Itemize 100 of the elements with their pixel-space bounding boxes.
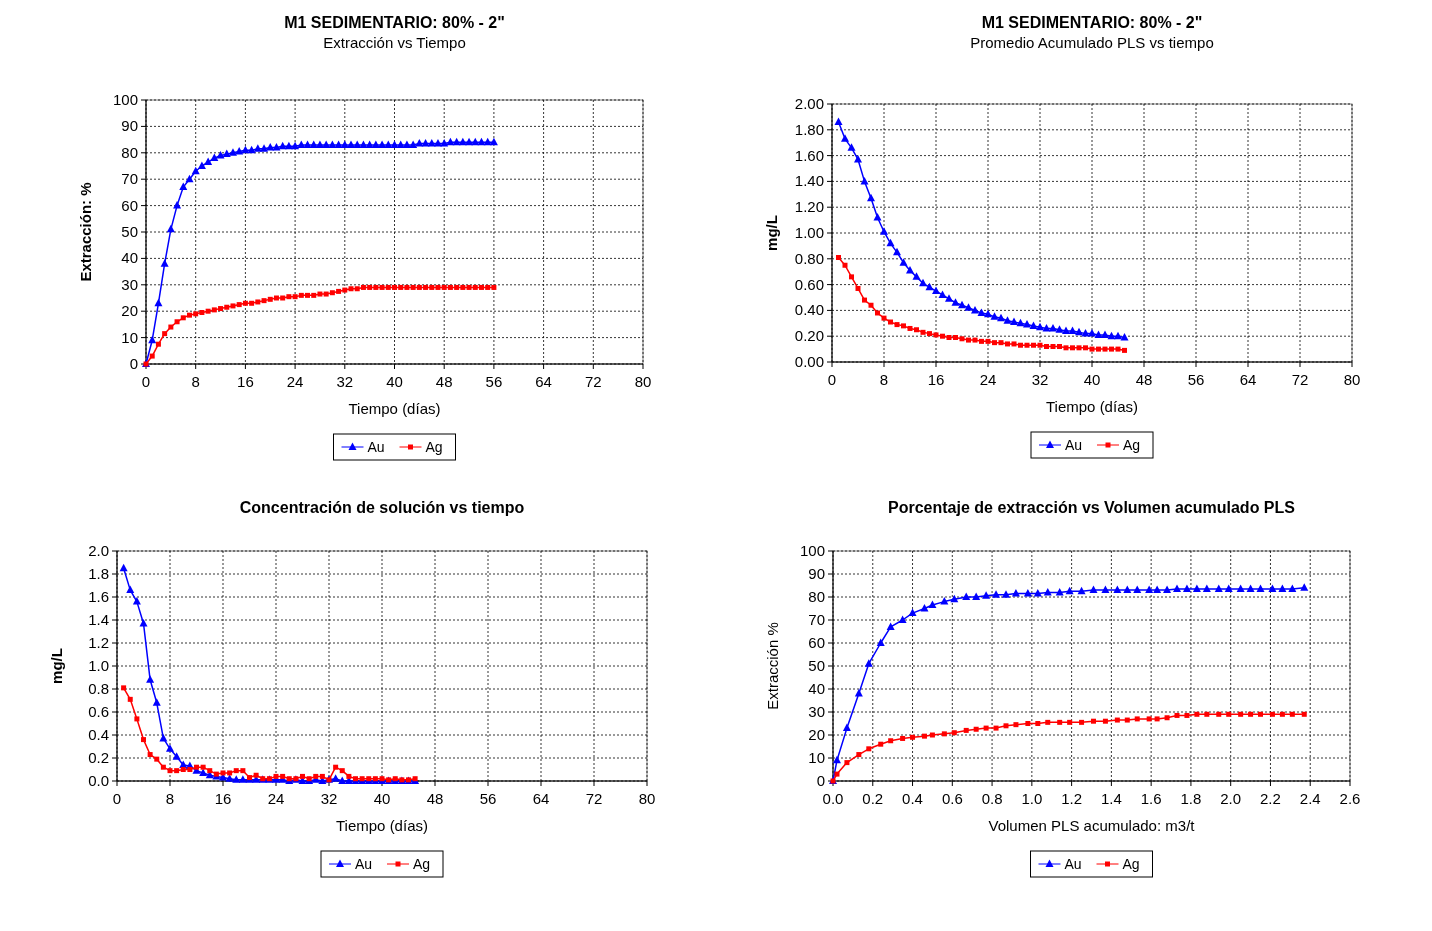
x-tick-label: 16	[237, 373, 254, 390]
point	[126, 585, 135, 594]
x-tick-label: 0.2	[862, 790, 884, 807]
point	[402, 140, 411, 148]
point	[1083, 345, 1088, 351]
point	[1101, 585, 1110, 594]
point	[919, 278, 927, 287]
point	[396, 140, 405, 148]
point	[186, 312, 192, 318]
y-tick-label: 0.00	[794, 353, 824, 370]
point	[1163, 585, 1172, 594]
point	[941, 731, 947, 737]
point	[1279, 711, 1285, 717]
y-tick-label: 0.8	[88, 680, 109, 697]
point	[910, 734, 916, 740]
point	[950, 594, 959, 603]
legend-label: Au	[367, 439, 385, 455]
point	[1050, 344, 1056, 350]
x-tick-label: 0.4	[902, 790, 923, 807]
x-axis-title: Volumen PLS acumulado: m3/t	[988, 817, 1196, 834]
point	[977, 308, 986, 316]
point	[193, 311, 199, 317]
y-axis-title: mg/L	[48, 648, 65, 684]
point	[267, 296, 273, 302]
point	[992, 590, 1001, 598]
point	[1011, 589, 1020, 597]
point	[384, 140, 393, 148]
point	[985, 338, 991, 344]
y-tick-label: 80	[121, 143, 138, 161]
point	[338, 776, 347, 784]
point	[1194, 711, 1200, 717]
x-tick-label: 80	[1343, 371, 1361, 388]
point	[1024, 342, 1030, 348]
x-tick-label: 1.0	[1021, 790, 1043, 807]
point	[168, 324, 174, 330]
x-tick-label: 24	[267, 790, 285, 807]
x-tick-label: 64	[532, 790, 550, 807]
point	[121, 685, 127, 691]
y-tick-label: 0.6	[88, 703, 109, 720]
x-tick-label: 32	[1031, 371, 1049, 388]
y-tick-label: 0.80	[794, 249, 824, 267]
point	[1258, 711, 1264, 717]
x-tick-label: 40	[386, 373, 403, 390]
point	[901, 323, 906, 329]
point	[1088, 329, 1096, 337]
point	[1003, 723, 1009, 729]
point	[1184, 712, 1190, 718]
point	[253, 772, 259, 778]
point	[1036, 322, 1044, 331]
x-tick-label: 32	[336, 373, 354, 390]
y-tick-label: 10	[808, 749, 825, 766]
point	[166, 224, 175, 233]
x-tick-label: 48	[1135, 371, 1153, 388]
x-tick-label: 2.0	[1220, 790, 1242, 807]
point	[1164, 715, 1170, 721]
point	[998, 340, 1004, 346]
point	[979, 338, 984, 344]
point	[204, 157, 213, 166]
point	[410, 284, 416, 290]
x-tick-label: 2.6	[1339, 790, 1361, 807]
point	[220, 770, 226, 776]
point	[1023, 320, 1031, 328]
point	[309, 140, 318, 148]
point	[385, 284, 391, 290]
point	[1248, 711, 1254, 717]
point	[297, 140, 306, 148]
point	[460, 284, 466, 290]
point	[379, 284, 385, 290]
point	[842, 262, 848, 268]
point	[1115, 346, 1121, 352]
y-tick-label: 1.80	[794, 120, 824, 138]
point	[1224, 584, 1233, 592]
point	[1005, 341, 1010, 347]
point	[346, 773, 352, 779]
x-tick-label: 64	[1239, 371, 1257, 388]
point	[185, 174, 194, 183]
x-tick-label: 0	[827, 371, 837, 388]
chart-title: Concentración de solución vs tiempo	[239, 499, 525, 516]
point	[898, 615, 907, 623]
point	[491, 284, 497, 290]
point	[173, 201, 182, 209]
point	[1300, 583, 1309, 591]
point	[914, 327, 919, 333]
point	[1062, 326, 1070, 335]
point	[1182, 584, 1191, 592]
point	[993, 725, 999, 731]
point	[180, 315, 186, 321]
point	[1102, 346, 1108, 352]
point	[834, 771, 840, 777]
y-tick-label: 1.40	[794, 172, 824, 190]
point	[972, 592, 981, 600]
point	[242, 300, 248, 306]
point	[191, 166, 200, 175]
point	[867, 193, 875, 202]
point	[1114, 717, 1120, 723]
point	[875, 310, 880, 316]
point	[392, 284, 397, 290]
x-tick-label: 24	[286, 373, 304, 390]
point	[200, 764, 206, 770]
point	[1077, 586, 1086, 595]
